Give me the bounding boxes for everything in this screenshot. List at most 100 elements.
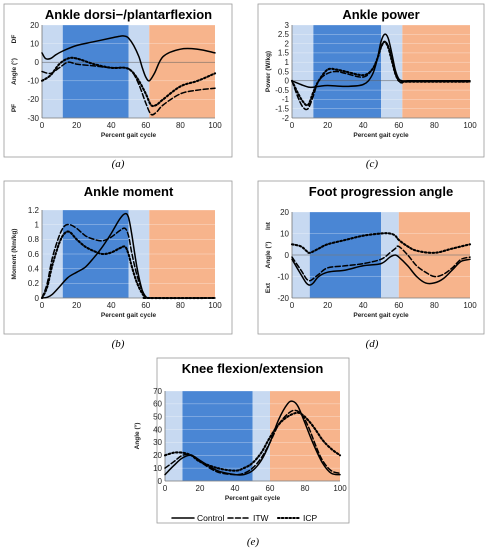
x-tick-label: 60 bbox=[266, 484, 275, 493]
y-tick-label: -20 bbox=[27, 95, 39, 104]
x-tick-label: 20 bbox=[323, 121, 332, 130]
legend: Control ITW ICP bbox=[171, 513, 318, 523]
series-line-itw bbox=[291, 245, 471, 282]
x-tick-label: 100 bbox=[463, 121, 477, 130]
x-axis-label: Percent gait cycle bbox=[101, 312, 157, 319]
y-tick-label: -30 bbox=[27, 114, 39, 123]
series-line-icp bbox=[290, 232, 472, 254]
series-line-control bbox=[291, 33, 471, 89]
y-tick-label: -2 bbox=[282, 114, 290, 123]
y-tick-label: 1.5 bbox=[278, 49, 290, 58]
y-tick-label: 0.4 bbox=[28, 264, 40, 273]
y-axis-label: Moment (Nm/kg) bbox=[11, 229, 18, 280]
chart-panel-3: 1.2 1 0.8 0.6 0.4 0.2 00 20 40 60 80 100 Ankle momen… bbox=[3, 180, 233, 335]
legend-label: ICP bbox=[303, 513, 318, 523]
chart-panel-2: 32.521.510.50-0.5-1-1.5-20 20 40 60 80 100Ank… bbox=[257, 3, 485, 158]
series-line-control bbox=[291, 254, 471, 286]
phase-band bbox=[270, 391, 340, 481]
y-tick-label: -10 bbox=[27, 77, 39, 86]
y-tick-label: 10 bbox=[280, 229, 289, 238]
y-tick-label: 0 bbox=[35, 58, 40, 67]
phase-band bbox=[182, 391, 253, 481]
y-tick-label: 1.2 bbox=[28, 206, 40, 215]
phase-band bbox=[62, 25, 129, 118]
x-tick-label: 60 bbox=[394, 121, 403, 130]
y-tick-label: 50 bbox=[153, 413, 162, 422]
chart-title: Knee flexion/extension bbox=[182, 361, 324, 376]
y-axis-label: Angle (°) bbox=[264, 242, 272, 269]
series-line-itw bbox=[41, 223, 216, 299]
x-tick-label: 40 bbox=[359, 121, 368, 130]
y-tick-label: 30 bbox=[153, 438, 162, 447]
y-tick-label: 0.6 bbox=[28, 250, 40, 259]
x-tick-label: 40 bbox=[107, 301, 116, 310]
chart-title: Ankle power bbox=[342, 7, 419, 22]
y-axis-label: Angle (°) bbox=[10, 58, 18, 85]
x-tick-label: 40 bbox=[359, 301, 368, 310]
y-tick-label: 40 bbox=[153, 425, 162, 434]
x-tick-label: 20 bbox=[196, 484, 205, 493]
x-tick-label: 100 bbox=[463, 301, 477, 310]
series-line-icp bbox=[40, 230, 217, 300]
y-tick-label: -0.5 bbox=[275, 86, 289, 95]
x-axis-label: Percent gait cycle bbox=[225, 495, 281, 502]
x-tick-label: 100 bbox=[208, 301, 222, 310]
y-tick-label: -1 bbox=[282, 95, 290, 104]
panel-caption: (b) bbox=[112, 338, 125, 350]
panel-caption: (e) bbox=[247, 536, 260, 548]
x-tick-label: 20 bbox=[72, 301, 81, 310]
chart-title: Ankle dorsi−/plantarflexion bbox=[45, 7, 212, 22]
y-axis-bottom-label: PF bbox=[11, 104, 18, 112]
x-tick-label: 100 bbox=[208, 121, 222, 130]
y-tick-label: 2.5 bbox=[278, 30, 290, 39]
legend-label: ITW bbox=[253, 513, 269, 523]
x-tick-label: 40 bbox=[107, 121, 116, 130]
y-axis-bottom-label: Ext bbox=[265, 282, 272, 293]
y-tick-label: 1 bbox=[35, 220, 40, 229]
panel-caption: (c) bbox=[366, 158, 379, 170]
x-tick-label: 0 bbox=[290, 121, 295, 130]
x-tick-label: 60 bbox=[141, 121, 150, 130]
y-tick-label: -1.5 bbox=[275, 105, 289, 114]
y-tick-label: -20 bbox=[277, 294, 289, 303]
y-axis-top-label: Int bbox=[265, 221, 272, 230]
y-tick-label: 20 bbox=[30, 21, 39, 30]
series-line-icp bbox=[290, 40, 472, 107]
series-line-control bbox=[41, 35, 216, 82]
y-tick-label: 70 bbox=[153, 387, 162, 396]
y-tick-label: 60 bbox=[153, 400, 162, 409]
legend-label: Control bbox=[197, 513, 225, 523]
x-tick-label: 0 bbox=[290, 301, 295, 310]
y-tick-label: 20 bbox=[153, 451, 162, 460]
x-tick-label: 20 bbox=[323, 301, 332, 310]
x-tick-label: 20 bbox=[72, 121, 81, 130]
x-tick-label: 80 bbox=[430, 301, 439, 310]
x-axis-label: Percent gait cycle bbox=[353, 312, 409, 319]
y-tick-label: 0 bbox=[158, 477, 163, 486]
chart-title: Ankle moment bbox=[84, 184, 174, 199]
x-tick-label: 60 bbox=[394, 301, 403, 310]
x-tick-label: 60 bbox=[141, 301, 150, 310]
x-tick-label: 80 bbox=[301, 484, 310, 493]
y-tick-label: 20 bbox=[280, 208, 289, 217]
chart-title: Foot progression angle bbox=[309, 184, 453, 199]
series-line-icp bbox=[40, 56, 217, 108]
x-tick-label: 40 bbox=[231, 484, 240, 493]
y-axis-top-label: DF bbox=[11, 35, 18, 44]
x-tick-label: 80 bbox=[176, 301, 185, 310]
x-tick-label: 100 bbox=[333, 484, 347, 493]
x-axis-label: Percent gait cycle bbox=[101, 132, 157, 139]
y-tick-label: 0 bbox=[285, 77, 290, 86]
phase-band bbox=[42, 25, 63, 118]
y-tick-label: 10 bbox=[30, 39, 39, 48]
x-tick-label: 0 bbox=[163, 484, 168, 493]
y-tick-label: 1 bbox=[285, 58, 290, 67]
phase-band bbox=[165, 391, 183, 481]
y-axis-label: Angle (°) bbox=[133, 423, 141, 450]
panel-caption: (d) bbox=[366, 338, 379, 350]
series-line-icp bbox=[163, 411, 342, 472]
